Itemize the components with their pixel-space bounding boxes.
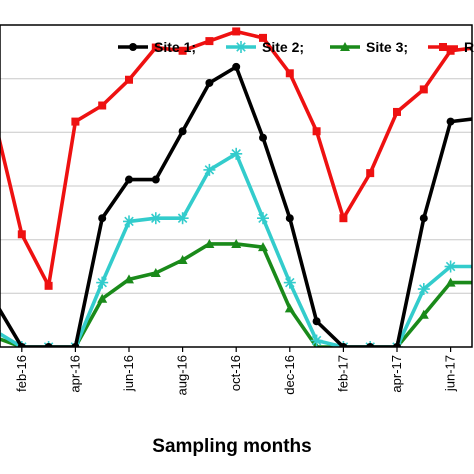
data-point xyxy=(312,127,321,136)
legend-label: Site 1; xyxy=(154,39,196,55)
data-point xyxy=(232,62,241,71)
data-point xyxy=(285,69,294,78)
data-point xyxy=(204,238,215,248)
data-point xyxy=(393,107,401,116)
legend-item-3: Site 3; xyxy=(330,39,408,55)
x-axis-title: Sampling months xyxy=(152,436,311,457)
data-point xyxy=(258,242,268,252)
data-point xyxy=(259,133,267,142)
legend-item-1: Site 1; xyxy=(118,39,196,55)
data-point xyxy=(230,147,243,160)
data-point xyxy=(178,46,187,55)
data-point xyxy=(150,267,161,277)
legend: Site 1; Site 2; Site 3; R xyxy=(118,39,474,55)
data-point xyxy=(71,343,80,347)
data-point xyxy=(177,255,188,265)
data-point xyxy=(285,214,294,223)
data-point xyxy=(44,281,53,290)
x-tick-label: jun-16 xyxy=(121,355,136,392)
data-point xyxy=(98,101,107,110)
data-point xyxy=(444,260,457,273)
data-point xyxy=(176,212,189,225)
data-point xyxy=(71,117,80,126)
data-point xyxy=(284,303,295,313)
data-point xyxy=(205,37,214,46)
data-point xyxy=(366,343,375,347)
data-point xyxy=(339,343,348,347)
data-point xyxy=(257,212,269,225)
data-point xyxy=(417,283,430,296)
data-point xyxy=(231,238,242,248)
data-point xyxy=(17,230,26,239)
data-point xyxy=(393,343,401,347)
data-point xyxy=(312,317,321,326)
data-point xyxy=(123,215,135,228)
x-axis: feb-16 apr-16 jun-16 aug-16 oct-16 dec-16 feb-… xyxy=(14,347,458,395)
data-point xyxy=(232,27,241,36)
data-point xyxy=(205,78,214,87)
x-tick-label: feb-17 xyxy=(335,355,350,392)
x-tick-label: apr-16 xyxy=(67,355,82,393)
data-point xyxy=(129,43,137,51)
legend-item-4: R xyxy=(428,39,474,55)
data-point xyxy=(44,343,53,347)
data-point xyxy=(418,309,429,319)
data-point xyxy=(259,33,267,42)
data-point xyxy=(310,334,323,347)
data-point xyxy=(151,175,160,184)
data-point xyxy=(340,42,350,51)
x-tick-label: jun-17 xyxy=(443,355,458,392)
legend-label: R xyxy=(464,39,474,55)
legend-item-2: Site 2; xyxy=(226,39,304,55)
data-point xyxy=(366,169,375,178)
legend-label: Site 2; xyxy=(262,39,304,55)
data-point xyxy=(439,43,447,51)
data-point xyxy=(178,127,187,136)
data-point xyxy=(98,214,107,223)
data-point xyxy=(125,75,133,84)
series-4 xyxy=(0,27,472,290)
data-point xyxy=(125,175,133,184)
data-point xyxy=(97,293,108,303)
data-point xyxy=(235,41,247,53)
data-point xyxy=(96,276,109,289)
legend-label: Site 3; xyxy=(366,39,408,55)
data-point xyxy=(17,343,26,347)
x-tick-label: oct-16 xyxy=(228,355,243,391)
data-point xyxy=(419,85,428,94)
x-tick-label: feb-16 xyxy=(14,355,29,392)
data-point xyxy=(446,46,455,55)
data-point xyxy=(151,43,160,52)
series-1 xyxy=(0,62,472,347)
data-point xyxy=(149,212,162,225)
data-point xyxy=(419,214,428,223)
data-point xyxy=(445,277,456,287)
x-tick-label: dec-16 xyxy=(282,355,297,395)
data-point xyxy=(339,214,348,223)
x-tick-label: aug-16 xyxy=(175,355,190,395)
data-point xyxy=(124,274,134,284)
series-layer xyxy=(0,27,472,347)
data-point xyxy=(446,117,455,126)
x-tick-label: apr-17 xyxy=(389,355,404,393)
grid xyxy=(0,78,472,294)
data-point xyxy=(283,276,296,289)
data-point xyxy=(203,163,216,176)
